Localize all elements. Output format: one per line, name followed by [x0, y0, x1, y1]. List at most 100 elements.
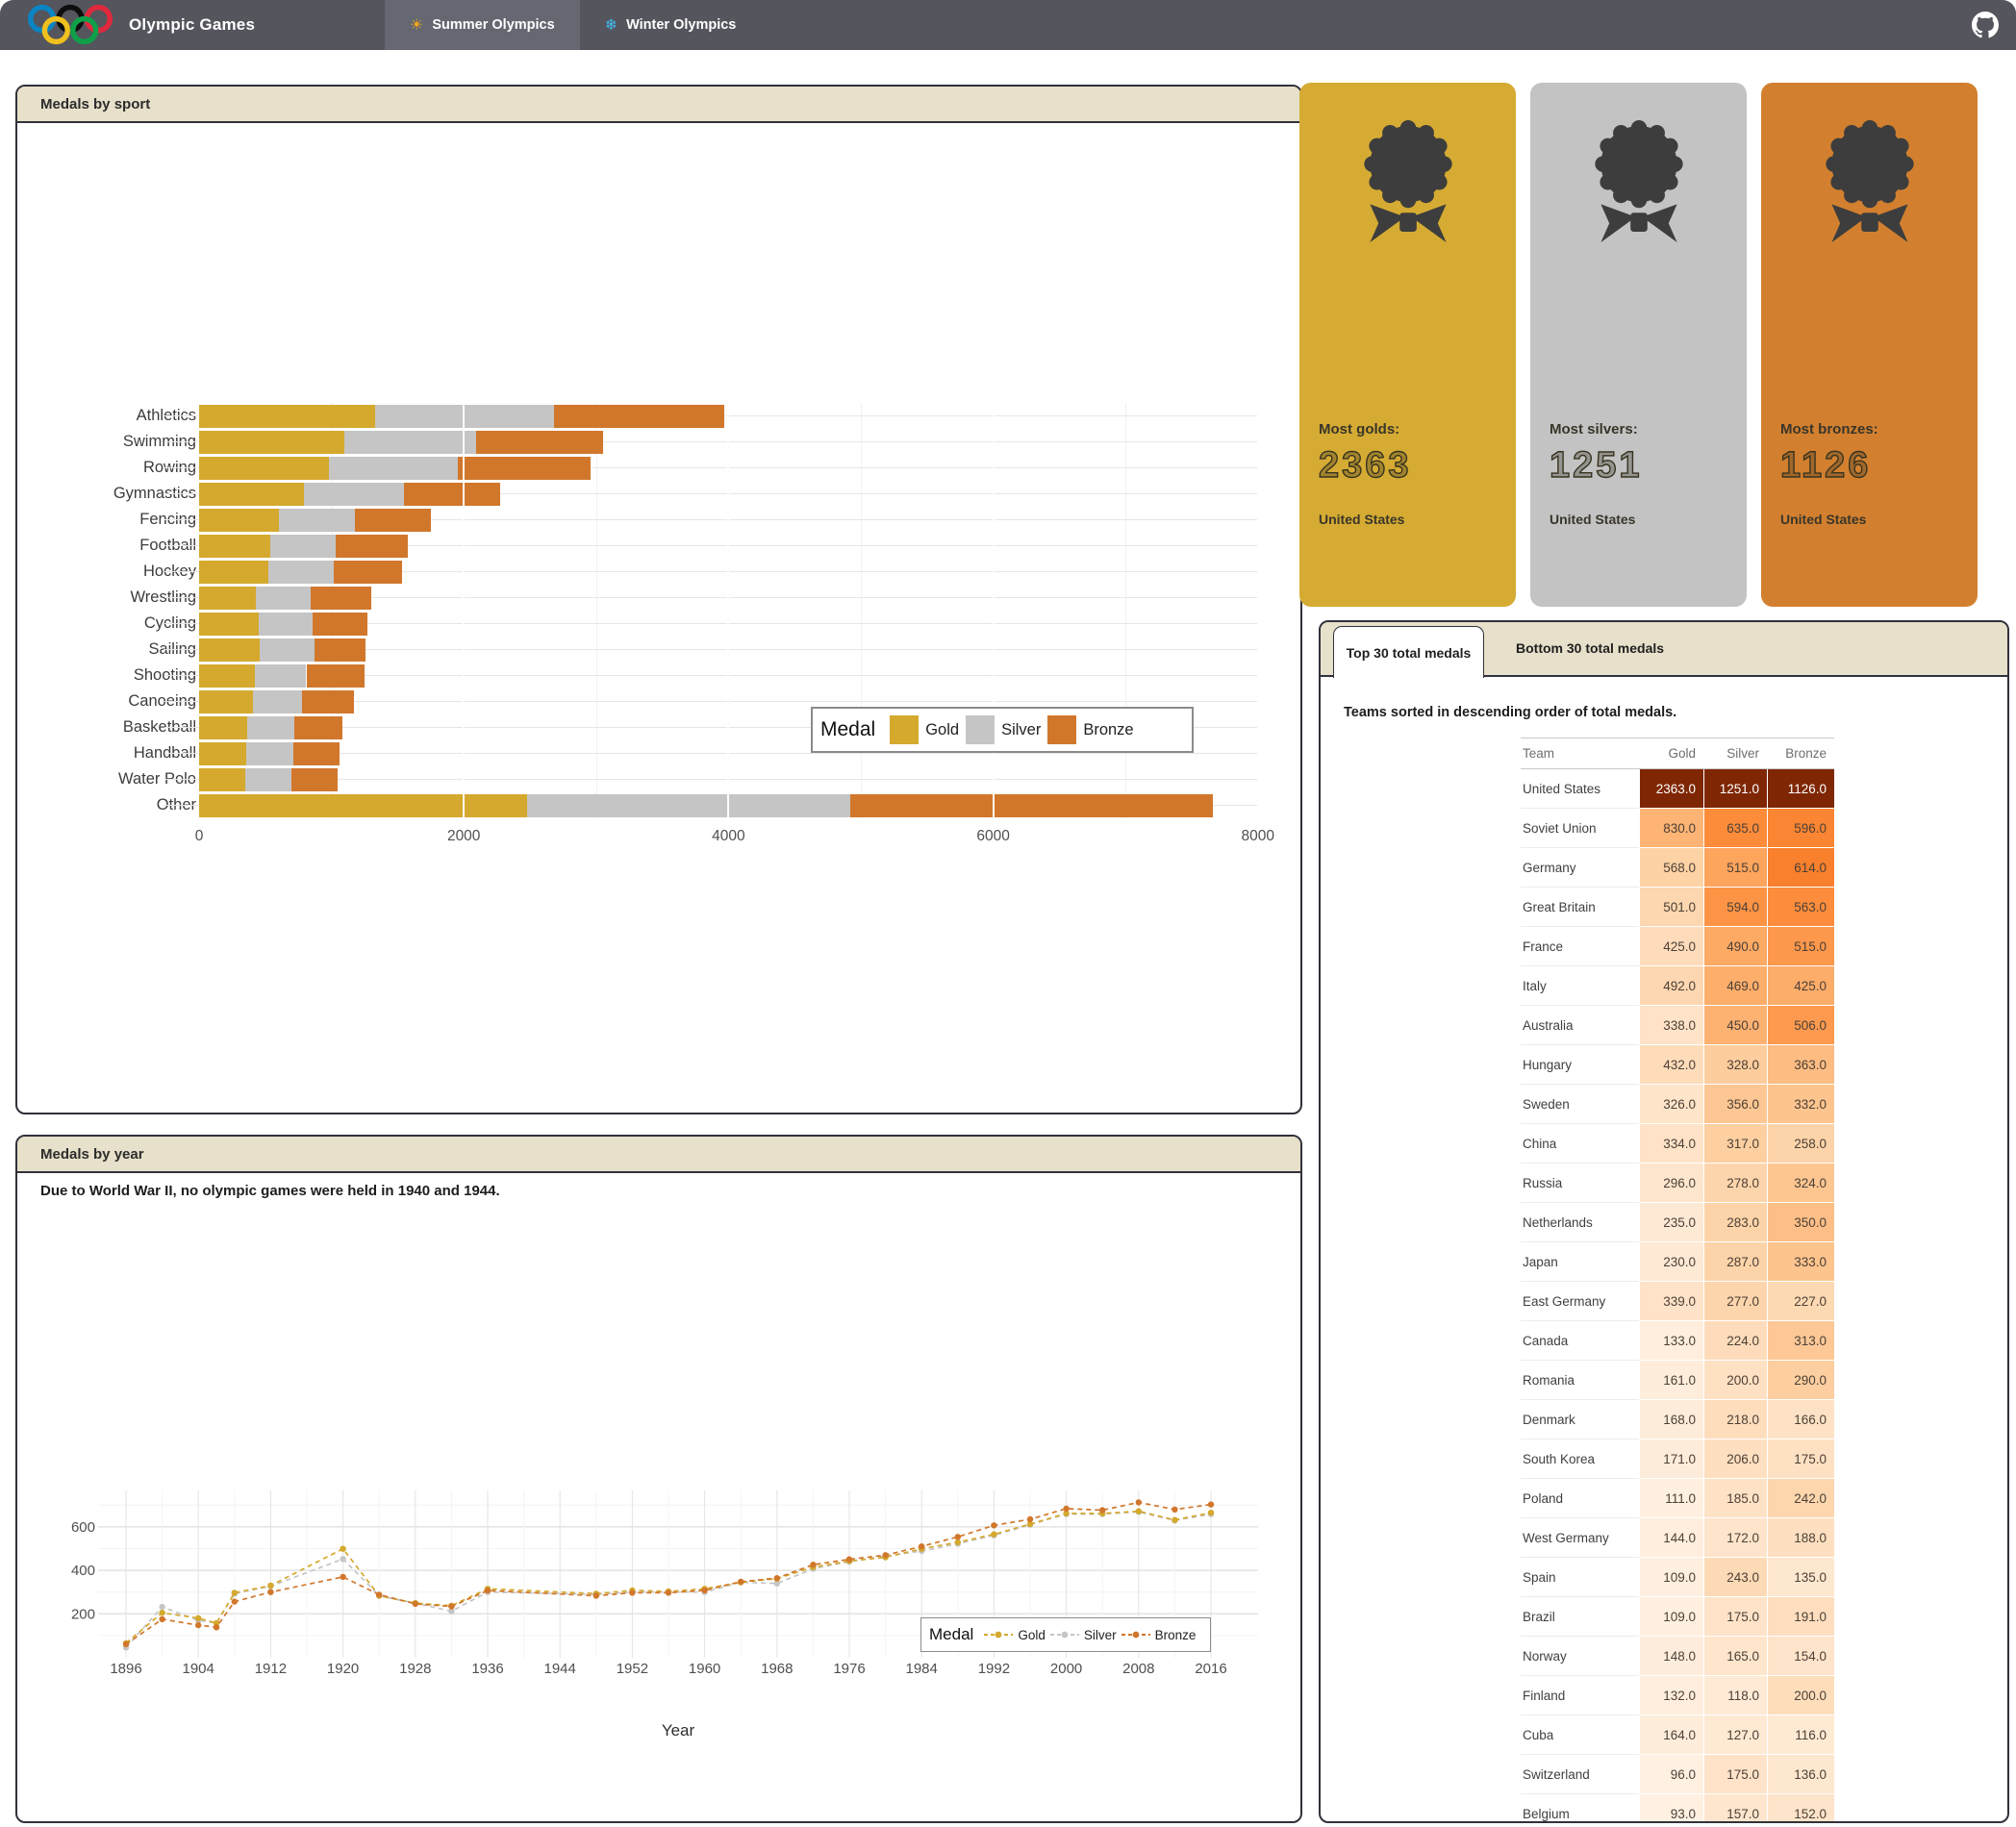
table-row: Belgium 93.0 157.0 152.0 [1521, 1794, 1834, 1821]
bar-segment-bronze [553, 404, 725, 428]
table-row: Brazil 109.0 175.0 191.0 [1521, 1597, 1834, 1637]
svg-text:600: 600 [71, 1519, 95, 1536]
minor-gridline [861, 403, 862, 818]
table-subtitle: Teams sorted in descending order of tota… [1344, 705, 1677, 720]
medal-count-cell: 614.0 [1767, 848, 1834, 888]
medal-count-cell: 206.0 [1703, 1439, 1767, 1479]
table-row: Russia 296.0 278.0 324.0 [1521, 1164, 1834, 1203]
table-row: Hungary 432.0 328.0 363.0 [1521, 1045, 1834, 1085]
svg-text:1984: 1984 [906, 1661, 938, 1677]
medal-count-cell: 506.0 [1767, 1006, 1834, 1045]
team-cell: Netherlands [1521, 1203, 1639, 1242]
medal-count-cell: 283.0 [1703, 1203, 1767, 1242]
minor-gridline [331, 403, 333, 818]
legend-silver-label: Silver [1083, 1627, 1117, 1642]
medals-by-year-panel: Medals by year Due to World War II, no o… [15, 1135, 1302, 1823]
medal-count-cell: 492.0 [1639, 966, 1703, 1006]
column-header-gold: Gold [1639, 738, 1703, 769]
team-cell: Denmark [1521, 1400, 1639, 1439]
table-row: China 334.0 317.0 258.0 [1521, 1124, 1834, 1164]
row-gridline [164, 701, 1257, 702]
card-label: Most golds: [1319, 421, 1400, 438]
team-cell: Sweden [1521, 1085, 1639, 1124]
svg-text:1944: 1944 [544, 1661, 576, 1677]
svg-text:2008: 2008 [1122, 1661, 1154, 1677]
table-row: Sweden 326.0 356.0 332.0 [1521, 1085, 1834, 1124]
medal-count-cell: 596.0 [1767, 809, 1834, 848]
team-cell: Belgium [1521, 1794, 1639, 1821]
medals-by-sport-bar-chart [164, 403, 1276, 818]
bar-segment-bronze [306, 663, 365, 688]
medal-count-cell: 332.0 [1767, 1085, 1834, 1124]
medal-count-cell: 168.0 [1639, 1400, 1703, 1439]
medal-count-cell: 243.0 [1703, 1558, 1767, 1597]
medal-count-cell: 338.0 [1639, 1006, 1703, 1045]
row-gridline [164, 571, 1257, 572]
x-tick-label: 0 [194, 828, 204, 844]
sun-icon: ☀ [410, 17, 424, 34]
most-silvers-card: Most silvers: 1251 United States [1530, 83, 1747, 607]
row-gridline [164, 467, 1257, 468]
category-label: Water Polo [117, 770, 196, 788]
bar-segment-bronze [293, 741, 340, 765]
bar-segment-silver [245, 741, 294, 765]
medal-count-cell: 200.0 [1767, 1676, 1834, 1715]
team-cell: Brazil [1521, 1597, 1639, 1637]
team-cell: Switzerland [1521, 1755, 1639, 1794]
medal-count-cell: 563.0 [1767, 888, 1834, 927]
table-row: United States 2363.0 1251.0 1126.0 [1521, 769, 1834, 809]
medal-count-cell: 324.0 [1767, 1164, 1834, 1203]
category-label: Gymnastics [113, 485, 196, 502]
gold-line-swatch [984, 1631, 1014, 1639]
medal-count-cell: 109.0 [1639, 1597, 1703, 1637]
category-label: Wrestling [130, 588, 196, 606]
bar-segment-gold [199, 534, 270, 558]
row-gridline [164, 441, 1257, 442]
x-tick-label: 8000 [1241, 828, 1275, 844]
bar-segment-silver [279, 508, 356, 532]
bar-segment-bronze [302, 689, 354, 713]
medal-count-cell: 242.0 [1767, 1479, 1834, 1518]
medal-count-cell: 154.0 [1767, 1637, 1834, 1676]
table-row: Cuba 164.0 127.0 116.0 [1521, 1715, 1834, 1755]
medal-icon [1825, 119, 1914, 242]
bar-segment-gold [199, 456, 329, 480]
svg-text:1920: 1920 [327, 1661, 359, 1677]
tab-bottom-30-total-medals[interactable]: Bottom 30 total medals [1516, 639, 1665, 656]
github-icon[interactable] [1972, 12, 1999, 38]
table-row: Finland 132.0 118.0 200.0 [1521, 1676, 1834, 1715]
tab-winter-olympics[interactable]: ❄ Winter Olympics [580, 0, 762, 50]
bar-segment-silver [259, 638, 315, 662]
tab-winter-label: Winter Olympics [626, 17, 737, 33]
medal-count-cell: 127.0 [1703, 1715, 1767, 1755]
card-team: United States [1550, 512, 1636, 527]
medal-count-cell: 1126.0 [1767, 769, 1834, 809]
row-gridline [164, 519, 1257, 520]
medal-count-cell: 277.0 [1703, 1282, 1767, 1321]
bar-segment-silver [269, 534, 337, 558]
bar-segment-gold [199, 612, 259, 636]
team-cell: Soviet Union [1521, 809, 1639, 848]
team-cell: Japan [1521, 1242, 1639, 1282]
team-cell: Great Britain [1521, 888, 1639, 927]
medal-count-cell: 118.0 [1703, 1676, 1767, 1715]
bar-segment-bronze [458, 456, 591, 480]
bar-segment-gold [199, 767, 246, 791]
bar-segment-gold [199, 638, 260, 662]
medal-count-cell: 287.0 [1703, 1242, 1767, 1282]
medals-by-year-header: Medals by year [17, 1137, 1300, 1173]
gridline-overlay [727, 403, 730, 818]
medal-count-cell: 227.0 [1767, 1282, 1834, 1321]
table-row: France 425.0 490.0 515.0 [1521, 927, 1834, 966]
bar-segment-gold [199, 508, 280, 532]
tab-summer-olympics[interactable]: ☀ Summer Olympics [385, 0, 580, 50]
medal-count-cell: 317.0 [1703, 1124, 1767, 1164]
card-label: Most bronzes: [1780, 421, 1878, 438]
bar-segment-silver [304, 482, 404, 506]
tab-top-30-total-medals[interactable]: Top 30 total medals [1333, 626, 1484, 678]
minor-gridline [595, 403, 597, 818]
team-cell: South Korea [1521, 1439, 1639, 1479]
card-value: 1126 [1779, 444, 1872, 486]
bar-segment-silver [256, 586, 311, 610]
bar-segment-bronze [312, 612, 368, 636]
